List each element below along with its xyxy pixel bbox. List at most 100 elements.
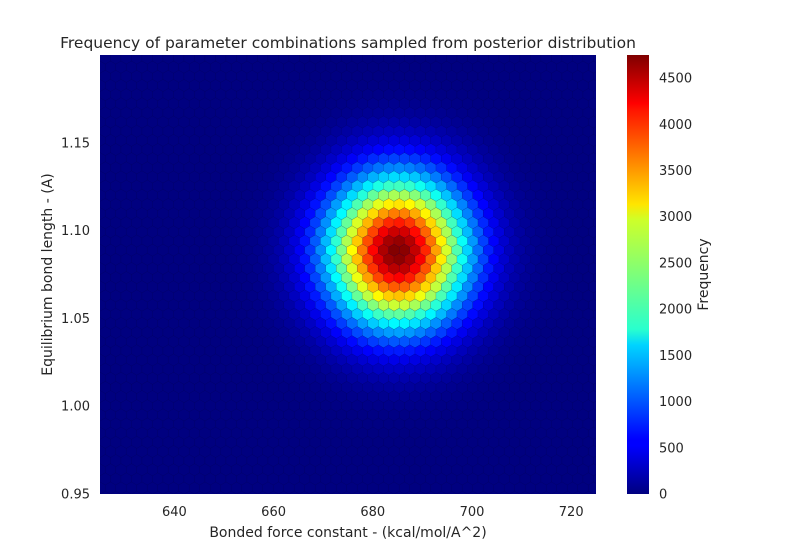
hexbin-cell	[267, 490, 279, 494]
hexbin-cell	[84, 372, 95, 384]
hexbin-cell	[599, 336, 610, 348]
hexbin-cell	[204, 490, 216, 494]
colorbar-tick-label: 0	[659, 488, 667, 503]
colorbar-tick-label: 4000	[659, 118, 692, 133]
hexbin-cell	[320, 490, 332, 494]
hexbin-cell	[383, 490, 395, 494]
hexbin-cell	[593, 346, 596, 356]
colorbar-tick-label: 3000	[659, 210, 692, 225]
hexbin-cell	[194, 490, 206, 494]
hexbin-cell	[100, 219, 101, 227]
hexbin-cell	[593, 163, 596, 173]
hexbin-cell	[84, 98, 95, 110]
hexbin-cell	[467, 490, 479, 494]
colorbar-tick-label: 3500	[659, 164, 692, 179]
hexbin-cell	[84, 354, 95, 366]
hexbin-cell	[593, 382, 596, 393]
hexbin-cell	[435, 490, 447, 494]
hexbin-cell	[362, 490, 374, 494]
hexbin-cell	[599, 281, 610, 293]
x-axis-ticks: 640 660 680 700 720	[162, 505, 584, 520]
hexbin-cell	[100, 237, 101, 245]
hexbin-cell	[131, 490, 143, 494]
hexbin-cell	[530, 490, 542, 494]
hexbin-cell	[84, 153, 95, 165]
hexbin-cell	[593, 126, 596, 136]
hexbin-cell	[509, 490, 521, 494]
hexbin-cell	[404, 490, 416, 494]
hexbin-cell	[309, 490, 321, 494]
hexbin-cell	[341, 490, 353, 494]
hexbin-cell	[593, 71, 596, 82]
hexbin-cell	[100, 384, 101, 391]
hexbin-cell	[599, 464, 610, 476]
hexbin-cell	[593, 218, 596, 228]
colorbar-tick-label: 2500	[659, 256, 692, 271]
hexbin-cell	[593, 272, 596, 283]
hexbin-cell	[84, 299, 95, 311]
hexbin-cell	[100, 201, 101, 208]
hexbin-cell	[152, 490, 164, 494]
hexbin-cell	[561, 490, 573, 494]
hexbin-cell	[599, 372, 610, 384]
hexbin-cell	[488, 490, 500, 494]
hexbin-cell	[100, 292, 101, 300]
hexbin-cell	[593, 309, 596, 319]
hexbin-cell	[84, 262, 95, 274]
hexbin-cell	[84, 336, 95, 348]
hexbin-cell	[599, 409, 610, 421]
hexbin-cell	[593, 474, 596, 484]
y-tick-label: 1.00	[61, 400, 90, 415]
hexbin-cell	[540, 490, 552, 494]
hexbin-cell	[599, 391, 610, 403]
hexbin-cell	[599, 262, 610, 274]
hexbin-cell	[84, 171, 95, 183]
hexbin-cell	[593, 199, 596, 210]
hexbin-cell	[100, 55, 101, 62]
hexbin-cell	[173, 490, 185, 494]
hexbin-cell	[593, 236, 596, 246]
hexbin-cell	[393, 490, 405, 494]
hexbin-cell	[100, 109, 101, 117]
hexbin-cell	[120, 490, 132, 494]
hexbin-cell	[100, 490, 111, 494]
hexbin-cell	[425, 490, 437, 494]
hexbin-cell	[100, 91, 101, 98]
hexbin-cell	[588, 481, 596, 494]
hexbin-cell	[100, 420, 101, 428]
hexbin-cell	[593, 144, 596, 155]
x-tick-label: 680	[360, 505, 385, 520]
y-tick-label: 0.95	[61, 488, 90, 503]
hexbin-cell	[100, 493, 101, 494]
hexbin-cell	[100, 182, 101, 190]
hexbin-cell	[257, 490, 269, 494]
hexbin-cell	[84, 79, 95, 91]
hexbin-cell	[100, 256, 101, 263]
hexbin-cell	[593, 55, 596, 63]
hexbin-cell	[593, 364, 596, 374]
hexbin-cell	[100, 457, 101, 464]
hexbin-cell	[84, 189, 95, 201]
colorbar-label: Frequency	[696, 238, 712, 310]
hexbin-cell	[84, 427, 95, 439]
hexbin-cell	[593, 89, 596, 100]
hexbin-cell	[162, 490, 174, 494]
hexbin-cell	[299, 490, 311, 494]
hexbin-cell	[100, 365, 101, 373]
hexbin-cell	[593, 492, 596, 494]
y-tick-label: 1.05	[61, 312, 90, 327]
hexbin-cell	[100, 329, 101, 336]
hexbin-cell	[599, 153, 610, 165]
hexbin-cell	[84, 61, 95, 73]
hexbin-cell	[100, 274, 101, 281]
hexbin-cell	[84, 208, 95, 220]
x-tick-label: 640	[162, 505, 187, 520]
hexbin-cell	[593, 108, 596, 118]
hexbin-cell	[593, 419, 596, 429]
hexbin-cell	[278, 490, 290, 494]
hexbin-cell	[593, 291, 596, 301]
hexbin-cell	[110, 490, 122, 494]
hexbin-cell	[593, 254, 596, 265]
colorbar-gradient	[627, 55, 649, 494]
